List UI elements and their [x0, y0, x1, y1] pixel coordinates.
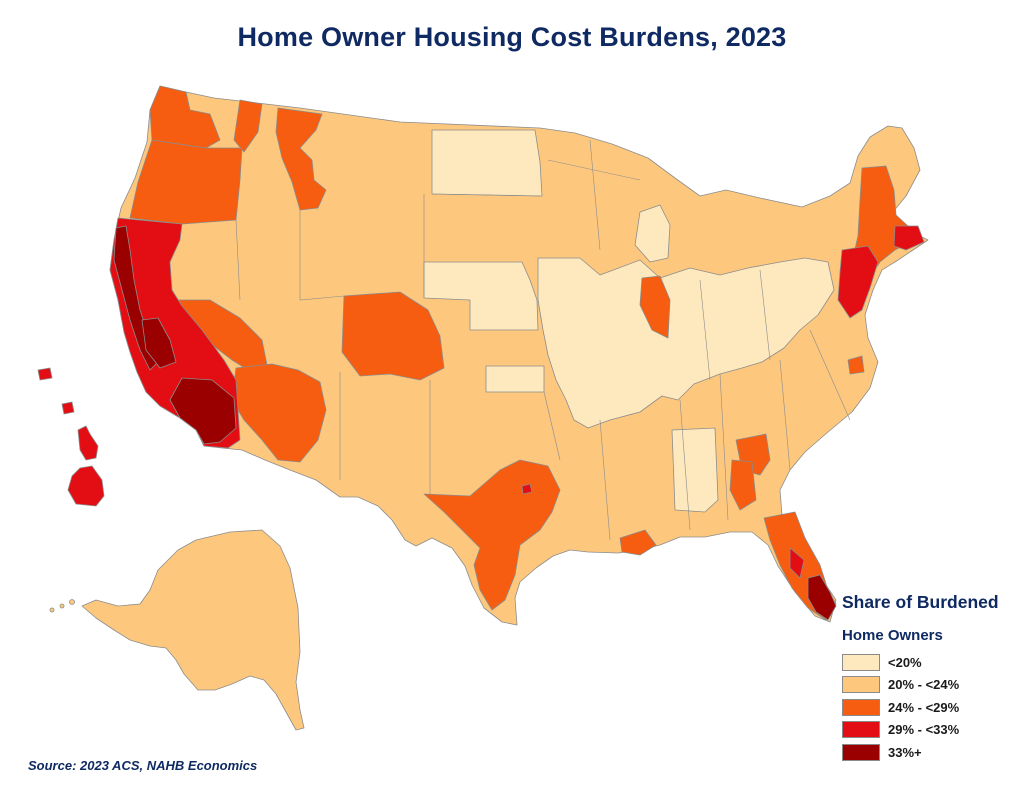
colorado-region [341, 291, 445, 381]
legend-label: 24% - <29% [888, 699, 960, 715]
oklahoma-panhandle-region [485, 365, 545, 393]
idaho-montana-region [275, 107, 327, 211]
new-york-nj-region [837, 245, 879, 319]
north-carolina-region [847, 355, 865, 375]
massachusetts-region [893, 225, 925, 251]
legend-item: <20% [842, 651, 1022, 674]
legend-item: 29% - <33% [842, 719, 1022, 742]
wisconsin-light-region [634, 204, 671, 263]
arizona-region [231, 363, 327, 463]
new-orleans-region [619, 529, 657, 556]
nebraska-kansas-region [423, 261, 539, 331]
region-border-lines [235, 139, 851, 541]
hawaii-big-island-region [67, 465, 105, 507]
washington-west-region [149, 85, 221, 149]
hawaii-kauai-region [37, 367, 53, 381]
alaska-region [81, 529, 305, 731]
map-legend: Share of Burdened Home Owners <20% 20% - … [842, 592, 1022, 764]
legend-item: 20% - <24% [842, 674, 1022, 697]
legend-item: 24% - <29% [842, 696, 1022, 719]
aleutian-island-2 [59, 603, 65, 609]
alabama-region [729, 459, 757, 511]
chicago-region [639, 275, 671, 339]
midwest-light-region [537, 257, 835, 429]
washington-east-region [233, 99, 263, 153]
mississippi-light-region [671, 427, 719, 513]
legend-label: 33%+ [888, 744, 922, 760]
legend-swatch [842, 743, 880, 761]
legend-swatch [842, 676, 880, 694]
legend-item: 33%+ [842, 741, 1022, 764]
hawaii-maui-region [77, 425, 99, 461]
legend-swatch [842, 653, 880, 671]
texas-metro-region [521, 483, 533, 495]
map-title: Home Owner Housing Cost Burdens, 2023 [237, 22, 787, 52]
aleutian-island-3 [49, 607, 55, 613]
southern-california-region [169, 377, 237, 445]
legend-label: 29% - <33% [888, 722, 960, 738]
texas-region [423, 459, 561, 611]
legend-swatch [842, 698, 880, 716]
central-valley-region [141, 317, 177, 369]
legend-title: Share of Burdened [842, 592, 999, 612]
florida-west-coast-region [789, 547, 805, 579]
south-florida-region [807, 574, 837, 621]
legend-label: 20% - <24% [888, 677, 960, 693]
legend-subtitle: Home Owners [842, 627, 943, 644]
hawaii-oahu-region [61, 401, 75, 415]
north-dakota-region [431, 129, 543, 197]
legend-swatch [842, 721, 880, 739]
aleutian-island-1 [69, 599, 75, 605]
source-note: Source: 2023 ACS, NAHB Economics [28, 758, 258, 773]
contiguous-us-base-region [109, 85, 929, 626]
legend-label: <20% [888, 654, 922, 670]
